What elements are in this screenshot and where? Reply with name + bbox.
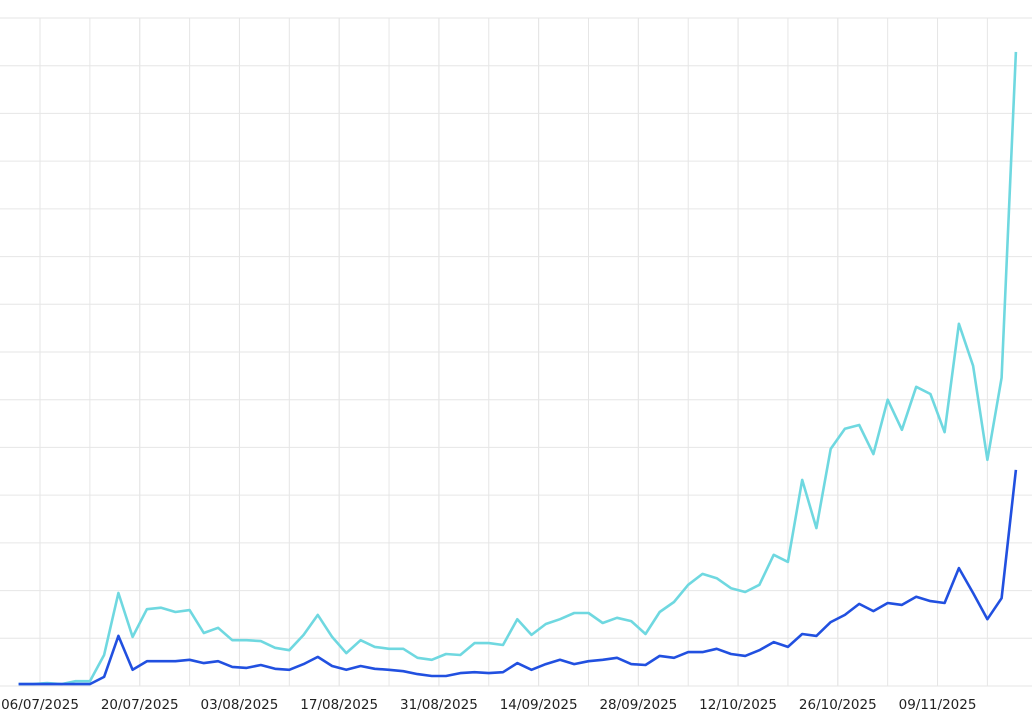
x-tick-label: 03/08/2025: [201, 697, 279, 713]
x-tick-label: 17/08/2025: [300, 697, 378, 713]
x-axis-labels: 06/07/2025 20/07/2025 03/08/2025 17/08/2025…: [1, 697, 976, 713]
grid: [0, 17, 1032, 687]
x-tick-label: 31/08/2025: [400, 697, 478, 713]
x-tick-label: 14/09/2025: [500, 697, 578, 713]
x-tick-label: 20/07/2025: [101, 697, 179, 713]
series-line: [18, 469, 1018, 686]
x-tick-label: 26/10/2025: [799, 697, 877, 713]
x-tick-label: 09/11/2025: [899, 697, 977, 713]
x-tick-label: 28/09/2025: [599, 697, 677, 713]
series-line: [18, 51, 1018, 686]
x-tick-label: 12/10/2025: [699, 697, 777, 713]
lines: [18, 51, 1018, 686]
x-tick-label: 06/07/2025: [1, 697, 79, 713]
